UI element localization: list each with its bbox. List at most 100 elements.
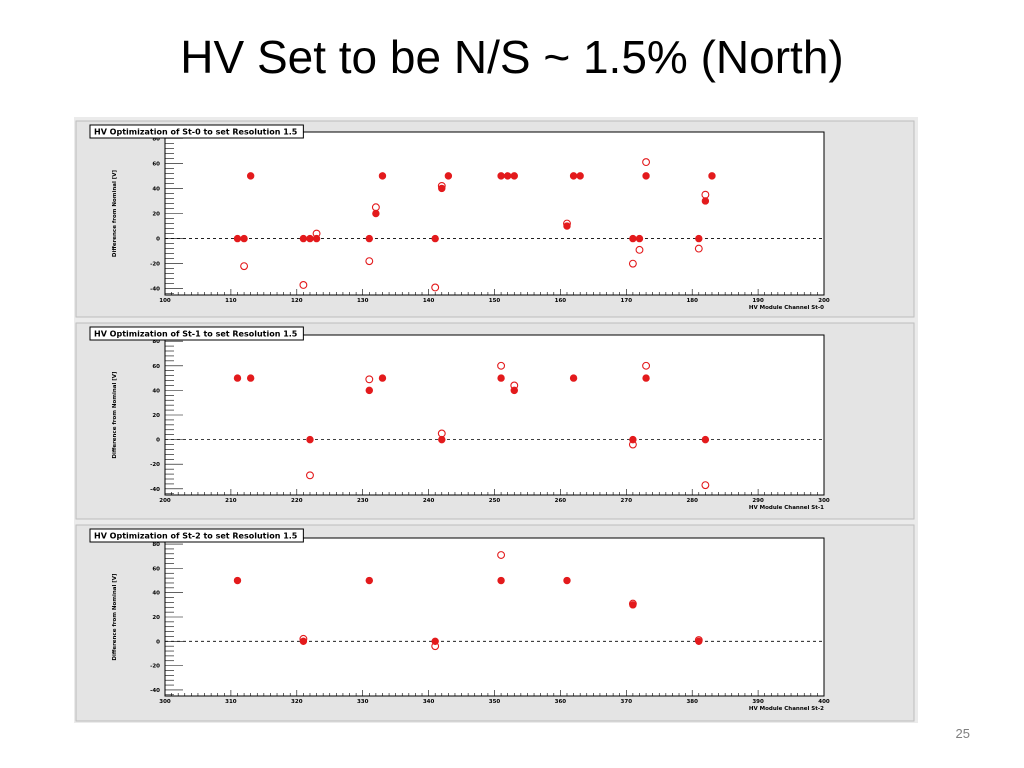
x-tick-label: 250 [489,498,501,504]
x-tick-label: 100 [159,298,171,304]
data-point-open [299,634,308,643]
data-point-open [431,283,440,292]
chart-panel-2: 300 310 320 330 340 350 360 370 380 390 400 -40 -20 0… [75,524,915,722]
data-point-filled [246,374,255,382]
x-tick-label: 230 [357,498,369,504]
x-tick-label: 110 [225,298,237,304]
data-point-open [497,361,506,370]
data-point-filled [563,222,571,230]
data-point-filled [629,234,637,243]
data-point-filled [563,576,571,585]
y-tick-label: -40 [150,287,160,293]
data-point-open [497,551,506,559]
data-point-filled [246,172,255,180]
x-axis-label: HV Module Channel St-0 [749,305,824,311]
page-number: 25 [955,726,970,741]
x-tick-label: 380 [686,699,698,705]
x-tick-label: 200 [159,498,171,504]
chart-title: HV Optimization of St-2 to set Resolutio… [94,532,298,541]
data-point-filled [569,374,578,382]
chart-title-frame [89,528,304,543]
data-point-open [510,381,519,390]
data-point-filled [569,172,578,180]
data-point-open [563,219,571,228]
x-tick-label: 200 [818,298,830,304]
data-point-open [306,471,314,480]
y-tick-label: 40 [152,388,160,394]
chart-title-frame [89,326,304,341]
x-tick-label: 240 [423,498,435,504]
series-open-circle [306,361,710,490]
plot-area [164,537,825,697]
x-tick-label: 300 [818,498,830,504]
chart-panel-1: 200 210 220 230 240 250 260 270 280 290 300 -40 -20 0… [75,322,915,520]
data-point-filled [431,234,439,243]
data-point-open [701,481,710,490]
data-point-filled [240,234,248,243]
figure-svg: 100 110 120 130 140 150 160 170 180 190 200-40-200… [74,117,918,723]
x-axis-label: HV Module Channel St-2 [749,706,824,712]
x-tick-label: 130 [357,298,369,304]
y-axis-label: Difference from Nominal [V] [112,573,118,661]
x-tick-label: 350 [489,699,501,705]
y-tick-label: 0 [156,639,160,645]
y-tick-label: 20 [152,212,160,218]
data-point-filled [233,374,242,382]
y-tick-label: 80 [152,339,160,345]
data-point-filled [503,172,512,180]
x-tick-label: 330 [357,699,369,705]
y-tick-label: 20 [152,413,160,419]
x-tick-label: 290 [752,498,764,504]
data-point-filled [378,374,387,382]
data-point-filled [497,576,505,585]
y-tick-label: 80 [152,136,160,142]
chart-title-frame [89,124,304,139]
x-tick-label: 120 [291,298,303,304]
x-tick-label: 190 [752,298,764,304]
y-tick-label: 80 [152,542,160,548]
data-point-filled [642,374,650,382]
y-tick-label: 60 [152,364,160,370]
data-point-filled [438,184,446,193]
data-point-filled [365,576,373,585]
data-point-filled [233,576,242,585]
series-open-circle [299,551,703,651]
x-tick-label: 390 [752,699,764,705]
x-tick-label: 180 [686,298,698,304]
chart-title-box: HV Optimization of St-0 to set Resolutio… [89,124,304,139]
data-point-open [628,599,637,608]
data-point-open [240,262,249,271]
data-point-filled [497,374,505,382]
x-tick-label: 140 [423,298,435,304]
y-tick-label: -20 [150,664,160,670]
y-tick-label: -40 [150,688,160,694]
y-tick-label: 40 [152,591,160,597]
data-point-open [312,229,321,238]
data-point-filled [365,386,373,395]
x-tick-label: 210 [225,498,237,504]
data-point-open [431,642,440,651]
slide-title: HV Set to be N/S ~ 1.5% (North) [180,31,844,83]
data-point-open [642,158,651,167]
data-point-filled [576,172,584,180]
data-point-open [299,281,308,289]
x-tick-label: 360 [555,699,567,705]
data-point-filled [233,234,242,243]
series-filled-circle [233,172,716,243]
data-point-open [437,181,446,190]
y-tick-label: 20 [152,615,160,621]
x-tick-label: 320 [291,699,303,705]
data-point-filled [306,234,314,243]
data-point-filled [438,435,446,444]
plot-area [164,334,825,496]
x-tick-label: 260 [555,498,567,504]
data-point-filled [510,172,518,180]
plot-area [164,131,825,296]
y-tick-label: 60 [152,161,160,167]
data-point-open [694,636,703,645]
y-tick-label: -40 [150,487,160,493]
data-point-open [371,203,380,212]
x-axis-label: HV Module Channel St-1 [749,505,824,511]
chart-title: HV Optimization of St-1 to set Resolutio… [94,330,298,339]
data-point-open [628,259,637,268]
